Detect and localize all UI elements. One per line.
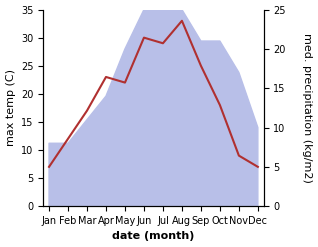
Y-axis label: max temp (C): max temp (C) xyxy=(5,69,16,146)
X-axis label: date (month): date (month) xyxy=(112,231,195,242)
Y-axis label: med. precipitation (kg/m2): med. precipitation (kg/m2) xyxy=(302,33,313,183)
